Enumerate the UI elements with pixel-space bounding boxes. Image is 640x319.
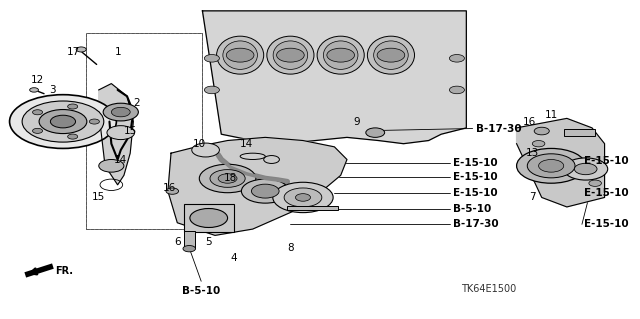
Ellipse shape xyxy=(273,41,308,69)
Circle shape xyxy=(99,160,124,172)
Text: E-15-10: E-15-10 xyxy=(584,188,629,198)
Circle shape xyxy=(68,134,77,139)
Circle shape xyxy=(90,119,99,124)
Circle shape xyxy=(252,184,279,198)
Circle shape xyxy=(449,55,465,62)
Polygon shape xyxy=(516,118,605,207)
Text: 12: 12 xyxy=(31,76,44,85)
Text: 9: 9 xyxy=(353,116,360,127)
Circle shape xyxy=(39,109,87,134)
Circle shape xyxy=(241,179,289,203)
Circle shape xyxy=(366,128,385,137)
Ellipse shape xyxy=(240,153,265,160)
Circle shape xyxy=(589,180,602,186)
Text: B-17-30: B-17-30 xyxy=(452,219,498,229)
Text: 16: 16 xyxy=(522,116,536,127)
Text: B-5-10: B-5-10 xyxy=(452,204,491,213)
Text: 8: 8 xyxy=(287,243,294,253)
Circle shape xyxy=(534,127,549,135)
Circle shape xyxy=(29,88,38,92)
Text: 5: 5 xyxy=(205,237,212,247)
Circle shape xyxy=(51,115,76,128)
Circle shape xyxy=(103,103,138,121)
Circle shape xyxy=(210,170,245,187)
Text: 16: 16 xyxy=(163,183,177,193)
Ellipse shape xyxy=(367,36,415,74)
Circle shape xyxy=(284,188,322,207)
Ellipse shape xyxy=(323,41,358,69)
Bar xyxy=(184,231,195,248)
Text: 6: 6 xyxy=(174,237,180,247)
Text: 15: 15 xyxy=(92,192,106,203)
Circle shape xyxy=(22,101,104,142)
Circle shape xyxy=(166,188,179,194)
Bar xyxy=(86,33,202,229)
Circle shape xyxy=(377,48,404,62)
Text: 11: 11 xyxy=(545,110,558,120)
Circle shape xyxy=(107,126,134,140)
Circle shape xyxy=(68,104,77,109)
Circle shape xyxy=(527,154,575,178)
Circle shape xyxy=(218,174,237,183)
Ellipse shape xyxy=(317,36,364,74)
Bar xyxy=(86,33,202,229)
Circle shape xyxy=(190,209,228,227)
Text: TK64E1500: TK64E1500 xyxy=(461,284,516,294)
Circle shape xyxy=(296,194,310,201)
Ellipse shape xyxy=(374,41,408,69)
Text: 18: 18 xyxy=(224,174,237,183)
Text: B-5-10: B-5-10 xyxy=(182,286,220,296)
Polygon shape xyxy=(168,137,347,235)
Circle shape xyxy=(192,143,220,157)
Text: E-15-10: E-15-10 xyxy=(584,219,629,229)
Circle shape xyxy=(183,246,196,252)
Text: 1: 1 xyxy=(115,47,121,57)
Text: E-15-10: E-15-10 xyxy=(584,156,629,166)
Text: 3: 3 xyxy=(49,85,56,95)
Circle shape xyxy=(76,47,86,52)
Polygon shape xyxy=(202,11,467,144)
Text: 7: 7 xyxy=(529,192,536,203)
Text: 10: 10 xyxy=(193,139,206,149)
Circle shape xyxy=(204,86,220,94)
Text: E-15-10: E-15-10 xyxy=(452,188,497,198)
Circle shape xyxy=(449,86,465,94)
Circle shape xyxy=(33,128,43,133)
Circle shape xyxy=(204,55,220,62)
Circle shape xyxy=(575,163,597,175)
Text: 4: 4 xyxy=(230,253,237,263)
Circle shape xyxy=(227,48,254,62)
Text: 13: 13 xyxy=(525,148,539,158)
Text: E-15-10: E-15-10 xyxy=(452,172,497,182)
Circle shape xyxy=(199,164,256,193)
Text: B-17-30: B-17-30 xyxy=(476,123,522,134)
Text: 14: 14 xyxy=(240,139,253,149)
Circle shape xyxy=(111,107,130,117)
Circle shape xyxy=(539,160,564,172)
Circle shape xyxy=(532,141,545,147)
Text: 17: 17 xyxy=(67,47,80,57)
Text: 14: 14 xyxy=(114,154,127,165)
Ellipse shape xyxy=(267,36,314,74)
Circle shape xyxy=(564,158,608,180)
Text: FR.: FR. xyxy=(55,266,73,276)
Bar xyxy=(287,206,337,210)
Ellipse shape xyxy=(216,36,264,74)
Circle shape xyxy=(327,48,355,62)
Bar xyxy=(184,204,234,232)
Ellipse shape xyxy=(223,41,257,69)
Polygon shape xyxy=(99,84,133,185)
Text: 2: 2 xyxy=(133,98,140,108)
Circle shape xyxy=(33,110,43,115)
Circle shape xyxy=(276,48,304,62)
Bar xyxy=(564,129,595,136)
Circle shape xyxy=(10,95,116,148)
Circle shape xyxy=(516,148,586,183)
Circle shape xyxy=(273,182,333,213)
Text: 15: 15 xyxy=(124,126,137,136)
Text: E-15-10: E-15-10 xyxy=(452,158,497,168)
